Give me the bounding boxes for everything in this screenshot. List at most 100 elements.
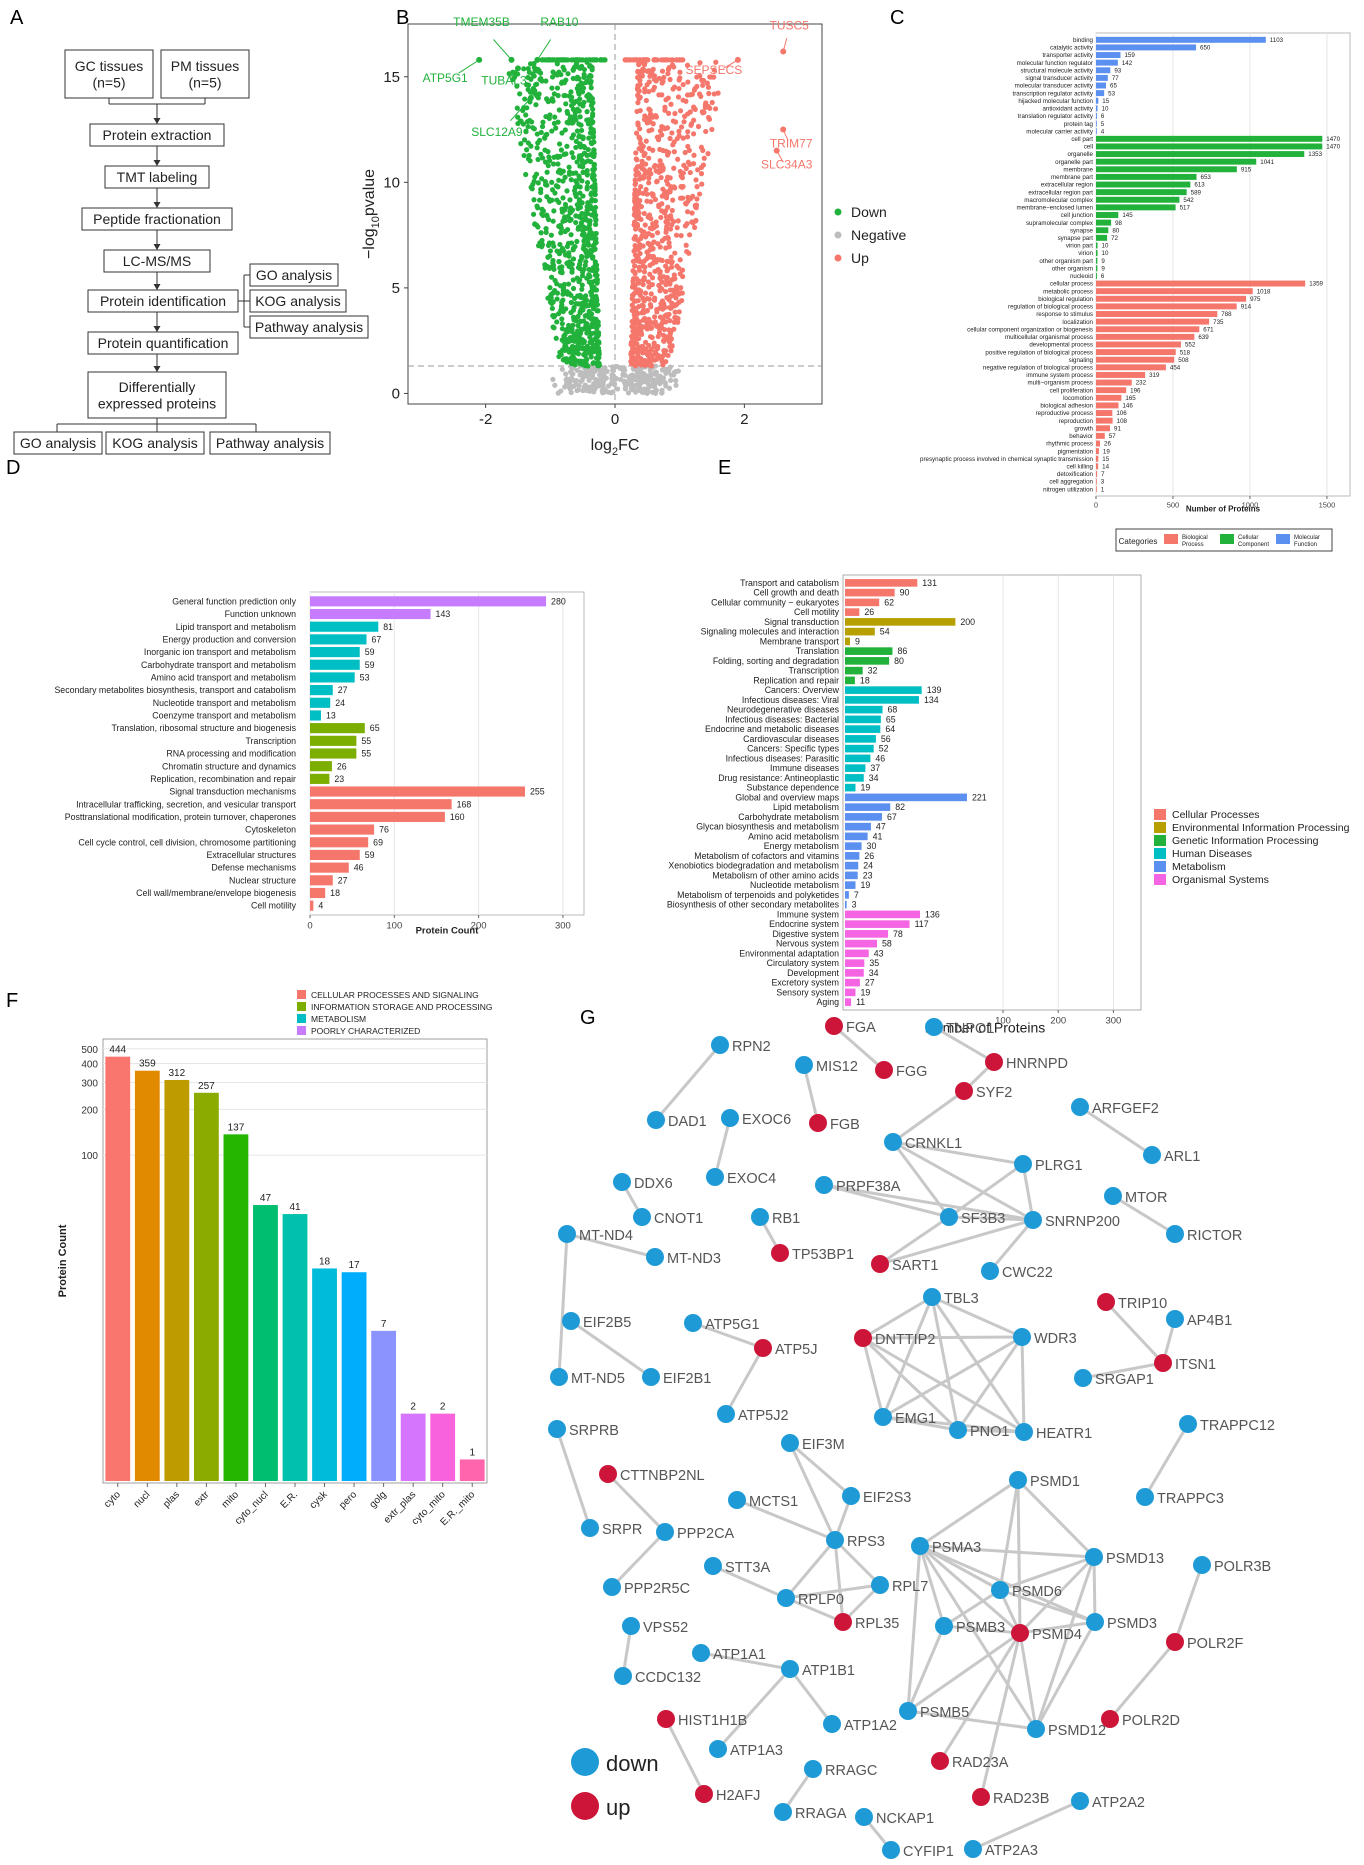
network-edge — [892, 1140, 1024, 1166]
category-label: Nucleotide metabolism — [750, 880, 839, 890]
point-negative — [652, 390, 659, 396]
point-down — [553, 335, 559, 341]
bar — [1096, 280, 1306, 287]
bar — [310, 697, 331, 708]
node-label: SRPRB — [569, 1423, 619, 1439]
point-negative — [675, 368, 681, 374]
category-label: positive regulation of biological proces… — [985, 349, 1093, 356]
point-down — [569, 135, 575, 141]
point-down — [540, 119, 546, 125]
bar — [1096, 90, 1105, 97]
point-down — [573, 138, 579, 144]
point-down — [506, 71, 512, 77]
bar — [1096, 318, 1210, 325]
network-edge — [788, 1442, 837, 1541]
point-down — [544, 194, 550, 200]
legend-label: Negative — [851, 227, 906, 243]
point-negative — [596, 372, 603, 378]
value-label: 27 — [338, 875, 348, 885]
point-down — [561, 80, 568, 86]
bar — [1096, 417, 1113, 424]
point-down — [594, 339, 600, 345]
category-label: cell — [1084, 144, 1093, 151]
point-down — [575, 264, 582, 271]
network-edge — [692, 1321, 764, 1350]
point-down — [518, 141, 524, 147]
point-up — [641, 210, 647, 217]
category-label: Translation, ribosomal structure and bio… — [111, 723, 296, 733]
point-up — [691, 87, 698, 93]
network-edge — [892, 1089, 965, 1144]
bar — [1096, 234, 1108, 241]
point-up — [637, 136, 643, 142]
value-label: 47 — [876, 822, 886, 832]
gene-label: SLC12A9 — [471, 125, 523, 139]
point-up — [681, 119, 687, 125]
value-label: 27 — [865, 978, 875, 988]
bar — [1096, 265, 1098, 272]
value-label: 46 — [875, 753, 885, 763]
point-up — [669, 222, 675, 228]
bar — [845, 832, 868, 841]
bar — [1096, 143, 1323, 150]
point-down — [559, 321, 565, 327]
point-down — [546, 154, 552, 160]
point-down — [531, 126, 537, 132]
category-label: Immune system — [777, 909, 839, 919]
point-up — [645, 279, 652, 285]
lc-ms-ms-label: LC-MS/MS — [123, 253, 191, 269]
network-edge — [938, 1632, 1022, 1762]
network-edge — [919, 1478, 1019, 1548]
network-node — [795, 1056, 813, 1074]
point-down — [570, 277, 576, 283]
category-label: metabolic process — [1043, 288, 1093, 295]
network-node — [774, 1803, 792, 1821]
network-edge — [1021, 1163, 1035, 1221]
category-label: Signaling molecules and interaction — [701, 627, 839, 637]
bar — [845, 725, 881, 733]
point-up — [646, 316, 652, 322]
point-up — [674, 263, 680, 269]
network-node — [1009, 1471, 1027, 1489]
point-down — [549, 128, 555, 134]
point-up — [668, 348, 674, 354]
point-up — [658, 214, 664, 221]
point-up — [673, 57, 679, 63]
point-up — [673, 284, 679, 290]
bar — [845, 978, 860, 987]
value-label: 26 — [1104, 441, 1111, 448]
node-label: HIST1H1B — [678, 1713, 747, 1729]
legend-swatch — [297, 1002, 306, 1011]
network-node — [1086, 1613, 1104, 1631]
point-up — [633, 320, 639, 326]
point-up — [633, 222, 639, 229]
point-down — [585, 93, 591, 100]
point-down — [533, 102, 539, 108]
value-label: 508 — [1178, 357, 1189, 364]
point-up — [682, 223, 689, 229]
value-label: 312 — [169, 1068, 186, 1079]
point-up — [690, 161, 697, 167]
point-up — [632, 210, 638, 216]
value-label: 23 — [334, 774, 344, 784]
point-up — [632, 252, 639, 258]
point-down — [572, 362, 578, 368]
point-up — [667, 281, 673, 287]
point-down — [570, 314, 577, 320]
point-up — [706, 90, 712, 97]
point-down — [547, 253, 553, 259]
point-up — [663, 214, 670, 220]
point-up — [633, 276, 640, 282]
value-label: 196 — [1130, 387, 1141, 394]
value-label: 59 — [365, 850, 375, 860]
point-up — [701, 155, 707, 161]
value-label: 518 — [1180, 349, 1191, 356]
value-label: 257 — [198, 1081, 215, 1092]
point-negative — [666, 385, 673, 391]
category-label: transcription regulator activity — [1013, 90, 1094, 97]
point-down — [574, 128, 581, 134]
node-label: MIS12 — [816, 1059, 858, 1075]
legend-dot — [571, 1748, 599, 1776]
point-up — [712, 106, 719, 112]
differentially-expressed-box — [87, 371, 227, 419]
